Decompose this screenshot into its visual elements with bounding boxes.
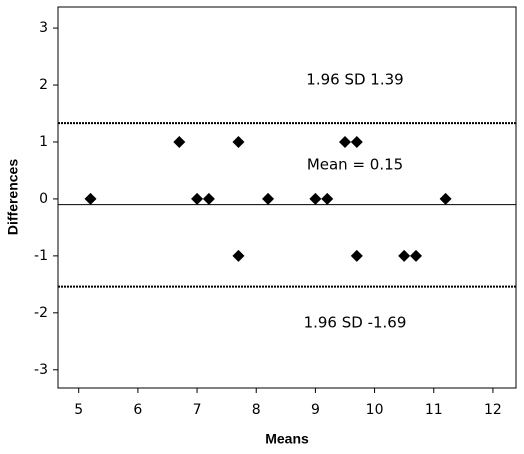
- point: [262, 192, 275, 205]
- x-tick-label: 8: [252, 402, 261, 418]
- point: [191, 192, 204, 205]
- point: [338, 135, 351, 148]
- x-tick-label: 11: [425, 402, 443, 418]
- x-tick-label: 6: [133, 402, 142, 418]
- y-axis-label: Differences: [5, 159, 21, 235]
- point: [232, 135, 245, 148]
- y-tick-label: 3: [39, 20, 48, 36]
- plot-frame: [57, 6, 517, 389]
- y-tick-label: -2: [34, 305, 48, 321]
- point: [232, 249, 245, 262]
- point: [398, 249, 411, 262]
- point: [350, 135, 363, 148]
- annotation: Mean = 0.15: [307, 156, 403, 174]
- y-tick-label: 1: [39, 134, 48, 150]
- point: [84, 192, 97, 205]
- point: [309, 192, 322, 205]
- point: [409, 249, 422, 262]
- x-tick-label: 10: [366, 402, 384, 418]
- point: [173, 135, 186, 148]
- point: [439, 192, 452, 205]
- point: [321, 192, 334, 205]
- x-tick-label: 9: [311, 402, 320, 418]
- annotation: 1.96 SD -1.69: [304, 314, 407, 332]
- annotation: 1.96 SD 1.39: [306, 71, 403, 89]
- y-tick-label: -1: [34, 248, 48, 264]
- y-tick-label: -3: [34, 362, 48, 378]
- point: [350, 249, 363, 262]
- y-tick-label: 2: [39, 77, 48, 93]
- y-tick-label: 0: [39, 191, 48, 207]
- x-tick-label: 5: [74, 402, 83, 418]
- point: [202, 192, 215, 205]
- x-tick-label: 12: [484, 402, 502, 418]
- x-tick-label: 7: [193, 402, 202, 418]
- x-axis-label: Means: [265, 431, 309, 447]
